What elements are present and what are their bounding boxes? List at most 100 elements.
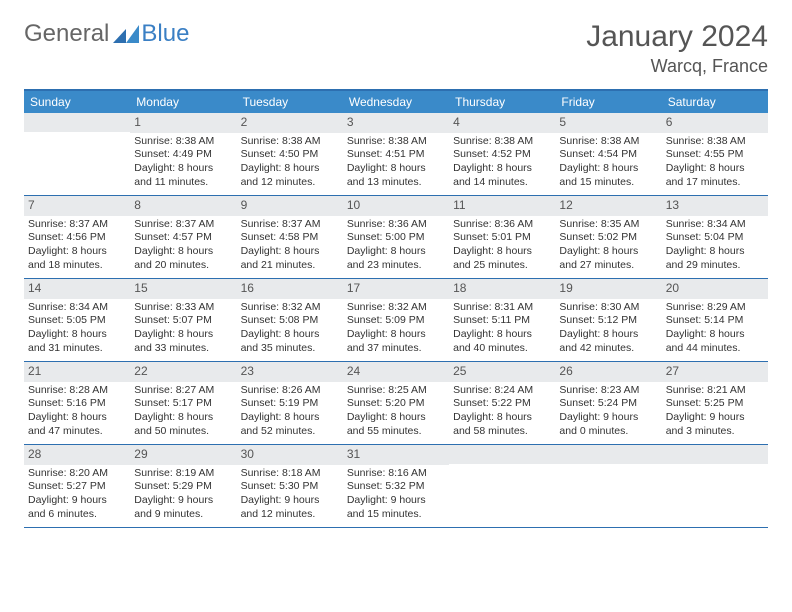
daylight-2: and 12 minutes. [241, 176, 339, 190]
daylight-2: and 50 minutes. [134, 425, 232, 439]
daylight-2: and 14 minutes. [453, 176, 551, 190]
day-number: 16 [237, 279, 343, 299]
daylight-1: Daylight: 8 hours [134, 245, 232, 259]
sunset: Sunset: 5:05 PM [28, 314, 126, 328]
sunset: Sunset: 4:52 PM [453, 148, 551, 162]
day-number: 11 [449, 196, 555, 216]
sunset: Sunset: 4:49 PM [134, 148, 232, 162]
day-content: Sunrise: 8:21 AMSunset: 5:25 PMDaylight:… [666, 384, 764, 439]
day-number: 18 [449, 279, 555, 299]
daylight-1: Daylight: 8 hours [347, 245, 445, 259]
daylight-1: Daylight: 8 hours [347, 411, 445, 425]
sunrise: Sunrise: 8:38 AM [666, 135, 764, 149]
sunrise: Sunrise: 8:30 AM [559, 301, 657, 315]
day-cell: 20Sunrise: 8:29 AMSunset: 5:14 PMDayligh… [662, 279, 768, 361]
day-cell: 9Sunrise: 8:37 AMSunset: 4:58 PMDaylight… [237, 196, 343, 278]
sunrise: Sunrise: 8:37 AM [241, 218, 339, 232]
daylight-2: and 9 minutes. [134, 508, 232, 522]
sunrise: Sunrise: 8:33 AM [134, 301, 232, 315]
weekday-cell: Friday [555, 91, 661, 113]
daylight-1: Daylight: 8 hours [134, 328, 232, 342]
daylight-1: Daylight: 8 hours [241, 162, 339, 176]
day-number: 19 [555, 279, 661, 299]
day-number: 13 [662, 196, 768, 216]
day-cell: 17Sunrise: 8:32 AMSunset: 5:09 PMDayligh… [343, 279, 449, 361]
logo-text-2: Blue [141, 20, 189, 48]
header: General Blue January 2024 Warcq, France [24, 20, 768, 77]
daylight-2: and 35 minutes. [241, 342, 339, 356]
sunrise: Sunrise: 8:38 AM [134, 135, 232, 149]
daylight-1: Daylight: 8 hours [453, 411, 551, 425]
sunset: Sunset: 5:09 PM [347, 314, 445, 328]
day-content: Sunrise: 8:35 AMSunset: 5:02 PMDaylight:… [559, 218, 657, 273]
daylight-2: and 15 minutes. [559, 176, 657, 190]
daylight-2: and 47 minutes. [28, 425, 126, 439]
sunrise: Sunrise: 8:21 AM [666, 384, 764, 398]
day-content: Sunrise: 8:34 AMSunset: 5:04 PMDaylight:… [666, 218, 764, 273]
day-content: Sunrise: 8:20 AMSunset: 5:27 PMDaylight:… [28, 467, 126, 522]
day-cell: 30Sunrise: 8:18 AMSunset: 5:30 PMDayligh… [237, 445, 343, 527]
sunrise: Sunrise: 8:36 AM [347, 218, 445, 232]
sunset: Sunset: 5:01 PM [453, 231, 551, 245]
daylight-1: Daylight: 8 hours [28, 245, 126, 259]
day-content: Sunrise: 8:16 AMSunset: 5:32 PMDaylight:… [347, 467, 445, 522]
day-cell [662, 445, 768, 527]
day-content: Sunrise: 8:36 AMSunset: 5:00 PMDaylight:… [347, 218, 445, 273]
week-row: 7Sunrise: 8:37 AMSunset: 4:56 PMDaylight… [24, 196, 768, 279]
day-number: 7 [24, 196, 130, 216]
sunset: Sunset: 5:19 PM [241, 397, 339, 411]
day-content: Sunrise: 8:26 AMSunset: 5:19 PMDaylight:… [241, 384, 339, 439]
day-cell: 8Sunrise: 8:37 AMSunset: 4:57 PMDaylight… [130, 196, 236, 278]
daylight-2: and 17 minutes. [666, 176, 764, 190]
sunrise: Sunrise: 8:38 AM [241, 135, 339, 149]
logo: General Blue [24, 20, 189, 48]
day-number: 14 [24, 279, 130, 299]
daylight-1: Daylight: 9 hours [666, 411, 764, 425]
daylight-1: Daylight: 8 hours [666, 162, 764, 176]
sunrise: Sunrise: 8:20 AM [28, 467, 126, 481]
daylight-2: and 29 minutes. [666, 259, 764, 273]
daylight-1: Daylight: 9 hours [28, 494, 126, 508]
daylight-2: and 6 minutes. [28, 508, 126, 522]
day-cell: 3Sunrise: 8:38 AMSunset: 4:51 PMDaylight… [343, 113, 449, 195]
daylight-2: and 20 minutes. [134, 259, 232, 273]
daylight-2: and 37 minutes. [347, 342, 445, 356]
day-number: 4 [449, 113, 555, 133]
sunset: Sunset: 5:25 PM [666, 397, 764, 411]
daylight-1: Daylight: 8 hours [241, 328, 339, 342]
day-number: 17 [343, 279, 449, 299]
day-number: 27 [662, 362, 768, 382]
day-cell: 25Sunrise: 8:24 AMSunset: 5:22 PMDayligh… [449, 362, 555, 444]
daylight-1: Daylight: 8 hours [241, 245, 339, 259]
sunrise: Sunrise: 8:34 AM [28, 301, 126, 315]
day-content: Sunrise: 8:38 AMSunset: 4:55 PMDaylight:… [666, 135, 764, 190]
day-number [449, 445, 555, 464]
day-number: 28 [24, 445, 130, 465]
day-content: Sunrise: 8:32 AMSunset: 5:09 PMDaylight:… [347, 301, 445, 356]
sunset: Sunset: 5:29 PM [134, 480, 232, 494]
day-content: Sunrise: 8:30 AMSunset: 5:12 PMDaylight:… [559, 301, 657, 356]
daylight-2: and 31 minutes. [28, 342, 126, 356]
sunrise: Sunrise: 8:37 AM [28, 218, 126, 232]
daylight-2: and 52 minutes. [241, 425, 339, 439]
sunrise: Sunrise: 8:38 AM [559, 135, 657, 149]
sunrise: Sunrise: 8:37 AM [134, 218, 232, 232]
sunrise: Sunrise: 8:29 AM [666, 301, 764, 315]
sunrise: Sunrise: 8:26 AM [241, 384, 339, 398]
weekday-cell: Monday [130, 91, 236, 113]
day-cell: 31Sunrise: 8:16 AMSunset: 5:32 PMDayligh… [343, 445, 449, 527]
daylight-1: Daylight: 8 hours [28, 411, 126, 425]
day-number: 15 [130, 279, 236, 299]
weekday-cell: Sunday [24, 91, 130, 113]
day-content: Sunrise: 8:29 AMSunset: 5:14 PMDaylight:… [666, 301, 764, 356]
day-cell: 29Sunrise: 8:19 AMSunset: 5:29 PMDayligh… [130, 445, 236, 527]
sunset: Sunset: 5:27 PM [28, 480, 126, 494]
day-number: 25 [449, 362, 555, 382]
sunset: Sunset: 5:20 PM [347, 397, 445, 411]
day-number: 8 [130, 196, 236, 216]
day-cell: 5Sunrise: 8:38 AMSunset: 4:54 PMDaylight… [555, 113, 661, 195]
day-content: Sunrise: 8:23 AMSunset: 5:24 PMDaylight:… [559, 384, 657, 439]
weekday-cell: Wednesday [343, 91, 449, 113]
week-row: 21Sunrise: 8:28 AMSunset: 5:16 PMDayligh… [24, 362, 768, 445]
daylight-2: and 3 minutes. [666, 425, 764, 439]
